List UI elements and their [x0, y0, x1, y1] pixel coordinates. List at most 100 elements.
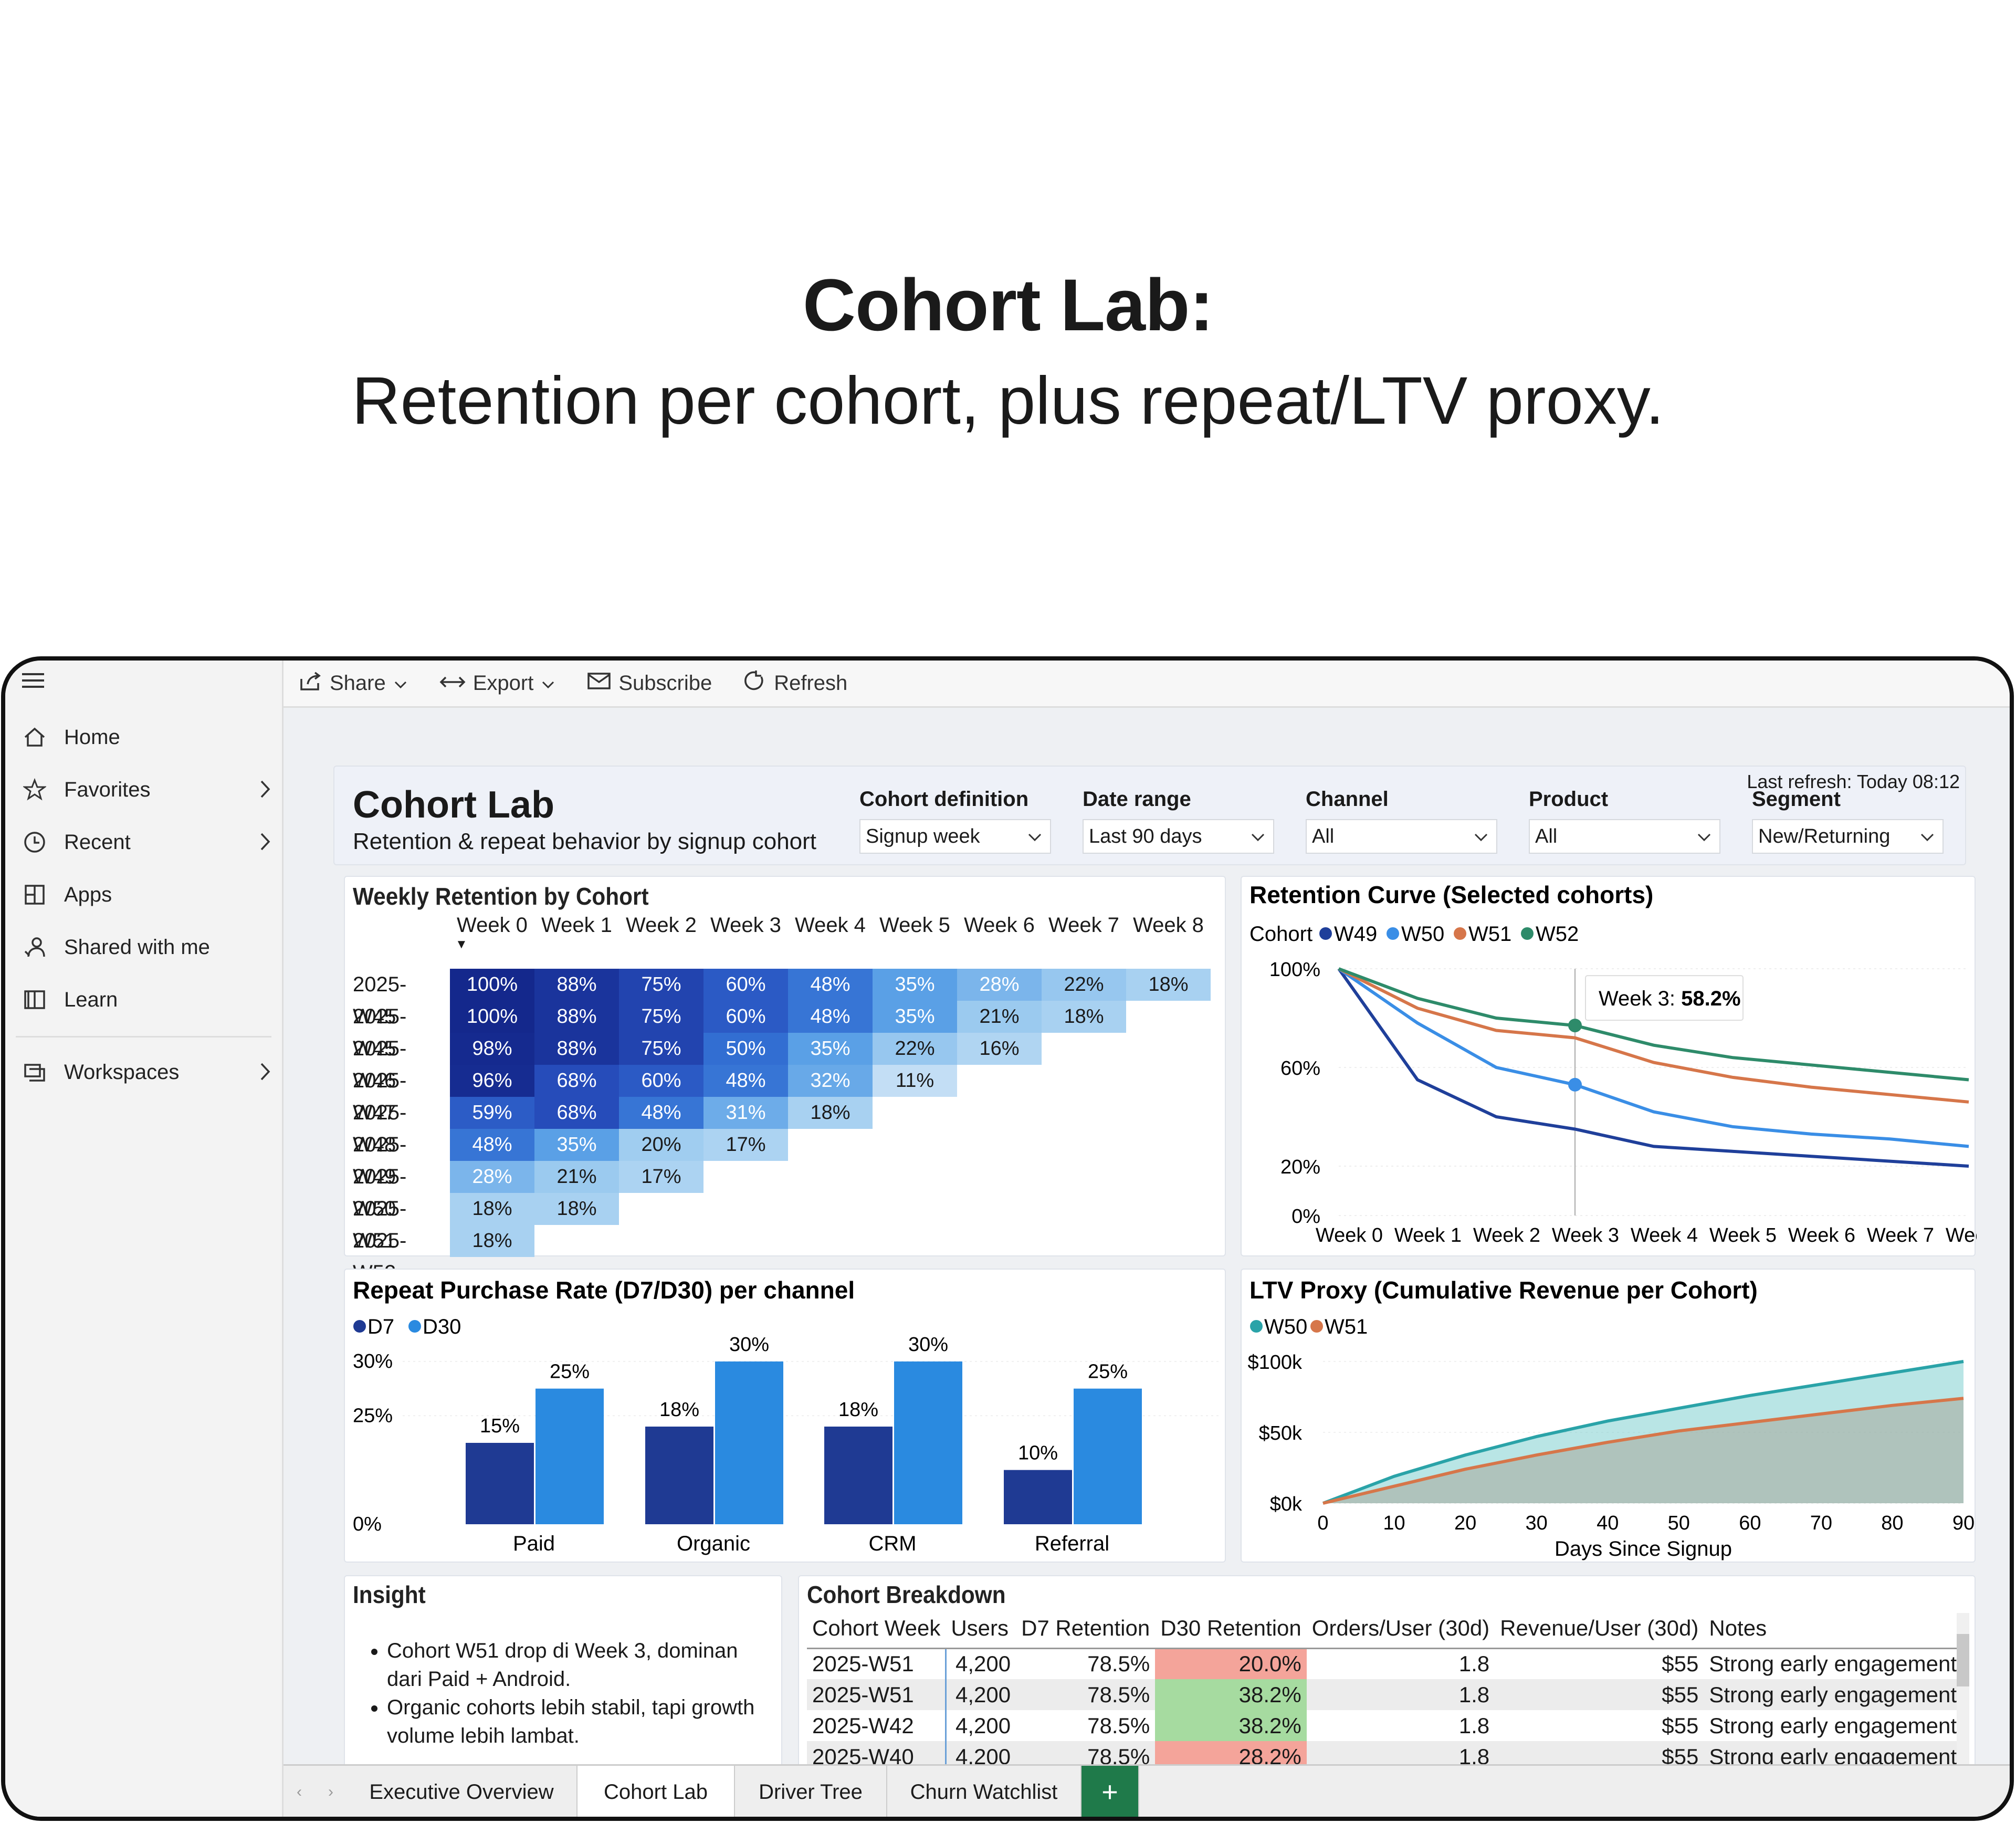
heatmap-cell[interactable]: 18%: [1042, 1001, 1126, 1033]
heatmap-cell[interactable]: 88%: [534, 1033, 619, 1065]
nav-item-home[interactable]: Home: [21, 724, 273, 751]
heatmap-cell[interactable]: 75%: [619, 1001, 704, 1033]
chevron-left-icon[interactable]: ‹: [297, 1783, 302, 1800]
heatmap-cell[interactable]: 50%: [704, 1033, 788, 1065]
data-point[interactable]: [1568, 1019, 1582, 1033]
nav-item-favorites[interactable]: Favorites: [21, 776, 273, 803]
nav-item-apps[interactable]: Apps: [21, 881, 273, 908]
heatmap-cell[interactable]: 48%: [450, 1129, 534, 1161]
bar-D30[interactable]: [536, 1388, 604, 1524]
share-button[interactable]: Share: [299, 670, 408, 697]
nav-item-learn[interactable]: Learn: [21, 986, 273, 1013]
tab-scroll-arrows[interactable]: ‹ ›: [284, 1766, 346, 1817]
tab-page[interactable]: Cohort Lab: [578, 1766, 735, 1817]
table-row[interactable]: 2025-W51 4,200 78.5% 38.2% 1.8 $55 Strong earl…: [807, 1679, 1962, 1710]
legend-label[interactable]: W50: [1264, 1315, 1307, 1338]
column-header[interactable]: Cohort Week: [807, 1609, 946, 1649]
bar-D30[interactable]: [894, 1361, 962, 1524]
heatmap-cell[interactable]: 35%: [873, 1001, 957, 1033]
legend-label[interactable]: W51: [1325, 1315, 1368, 1338]
heatmap-cell[interactable]: 28%: [957, 969, 1042, 1001]
filter-dropdown[interactable]: New/Returning: [1752, 819, 1944, 854]
nav-item-recent[interactable]: Recent: [21, 829, 273, 856]
heatmap-cell[interactable]: 17%: [704, 1129, 788, 1161]
bar-D7[interactable]: [466, 1443, 534, 1524]
refresh-button[interactable]: Refresh: [743, 669, 847, 698]
column-header[interactable]: Notes: [1704, 1609, 1962, 1649]
tab-page[interactable]: Driver Tree: [735, 1766, 887, 1817]
hamburger-menu-icon[interactable]: [21, 671, 273, 690]
scrollbar[interactable]: [1957, 1613, 1969, 1791]
heatmap-cell[interactable]: 98%: [450, 1033, 534, 1065]
heatmap-cell[interactable]: 60%: [704, 1001, 788, 1033]
bar-D7[interactable]: [1004, 1470, 1072, 1524]
heatmap-cell[interactable]: 60%: [704, 969, 788, 1001]
heatmap-cell[interactable]: 22%: [1042, 969, 1126, 1001]
series-line-W50[interactable]: [1338, 967, 1969, 1148]
heatmap-cell[interactable]: 32%: [788, 1065, 873, 1097]
legend-label[interactable]: W51: [1468, 923, 1511, 946]
legend-label[interactable]: W50: [1401, 923, 1444, 946]
heatmap-cell[interactable]: 18%: [1126, 969, 1211, 1001]
heatmap-cell[interactable]: 11%: [873, 1065, 957, 1097]
column-header[interactable]: Users: [946, 1609, 1016, 1649]
heatmap-cell[interactable]: 100%: [450, 969, 534, 1001]
heatmap-cell[interactable]: 18%: [788, 1097, 873, 1129]
heatmap-cell[interactable]: 35%: [873, 969, 957, 1001]
heatmap-cell[interactable]: 48%: [788, 969, 873, 1001]
heatmap-cell[interactable]: 60%: [619, 1065, 704, 1097]
heatmap-cell[interactable]: 17%: [619, 1161, 704, 1193]
add-page-button[interactable]: +: [1082, 1766, 1139, 1817]
heatmap-cell[interactable]: 21%: [534, 1161, 619, 1193]
heatmap-cell[interactable]: 68%: [534, 1097, 619, 1129]
heatmap-cell[interactable]: 48%: [704, 1065, 788, 1097]
filter-dropdown[interactable]: Signup week: [859, 819, 1051, 854]
heatmap-cell[interactable]: 75%: [619, 969, 704, 1001]
legend-label[interactable]: D7: [368, 1315, 394, 1338]
legend-label[interactable]: W49: [1334, 923, 1377, 946]
heatmap-cell[interactable]: 100%: [450, 1001, 534, 1033]
subscribe-button[interactable]: Subscribe: [587, 672, 712, 696]
heatmap-cell[interactable]: 28%: [450, 1161, 534, 1193]
heatmap-cell[interactable]: 18%: [534, 1193, 619, 1225]
heatmap-cell[interactable]: 21%: [957, 1001, 1042, 1033]
legend-label[interactable]: W52: [1536, 923, 1579, 946]
heatmap-cell[interactable]: 88%: [534, 1001, 619, 1033]
heatmap-cell[interactable]: 31%: [704, 1097, 788, 1129]
retention-curve-chart[interactable]: Retention Curve (Selected cohorts) Cohort…: [1242, 877, 2010, 1258]
heatmap-cell[interactable]: 48%: [788, 1001, 873, 1033]
table-row[interactable]: 2025-W51 4,200 78.5% 20.0% 1.8 $55 Strong earl…: [807, 1648, 1962, 1679]
table-row[interactable]: 2025-W42 4,200 78.5% 38.2% 1.8 $55 Strong earl…: [807, 1710, 1962, 1741]
bar-D30[interactable]: [715, 1361, 783, 1524]
heatmap-cell[interactable]: 68%: [534, 1065, 619, 1097]
sort-arrow-icon[interactable]: ▼: [455, 937, 468, 951]
column-header[interactable]: D7 Retention: [1016, 1609, 1156, 1649]
series-line-W52[interactable]: [1338, 967, 1969, 1082]
area-W51[interactable]: [1323, 1398, 1964, 1503]
tab-page[interactable]: Executive Overview: [346, 1766, 578, 1817]
chevron-right-icon[interactable]: ›: [328, 1783, 333, 1800]
heatmap-cell[interactable]: 96%: [450, 1065, 534, 1097]
data-point[interactable]: [1568, 1077, 1582, 1092]
nav-item-workspaces[interactable]: Workspaces: [21, 1059, 273, 1086]
series-line-W49[interactable]: [1337, 968, 1969, 1168]
heatmap-cell[interactable]: 20%: [619, 1129, 704, 1161]
heatmap-cell[interactable]: 75%: [619, 1033, 704, 1065]
heatmap-cell[interactable]: 22%: [873, 1033, 957, 1065]
column-header[interactable]: D30 Retention: [1155, 1609, 1307, 1649]
bar-D30[interactable]: [1074, 1388, 1142, 1524]
heatmap-cell[interactable]: 35%: [788, 1033, 873, 1065]
export-button[interactable]: Export: [439, 672, 556, 695]
legend-label[interactable]: D30: [423, 1315, 461, 1338]
series-line-W51[interactable]: [1338, 967, 1969, 1104]
heatmap-cell[interactable]: 48%: [619, 1097, 704, 1129]
repeat-purchase-chart[interactable]: Repeat Purchase Rate (D7/D30) per channe…: [345, 1270, 1227, 1564]
filter-dropdown[interactable]: Last 90 days: [1083, 819, 1274, 854]
heatmap-cell[interactable]: 35%: [534, 1129, 619, 1161]
filter-dropdown[interactable]: All: [1306, 819, 1497, 854]
heatmap-cell[interactable]: 18%: [450, 1225, 534, 1257]
heatmap-cell[interactable]: 18%: [450, 1193, 534, 1225]
series-line-W50[interactable]: [1322, 1360, 1964, 1505]
nav-item-shared[interactable]: Shared with me: [21, 934, 273, 961]
bar-D7[interactable]: [645, 1427, 713, 1524]
